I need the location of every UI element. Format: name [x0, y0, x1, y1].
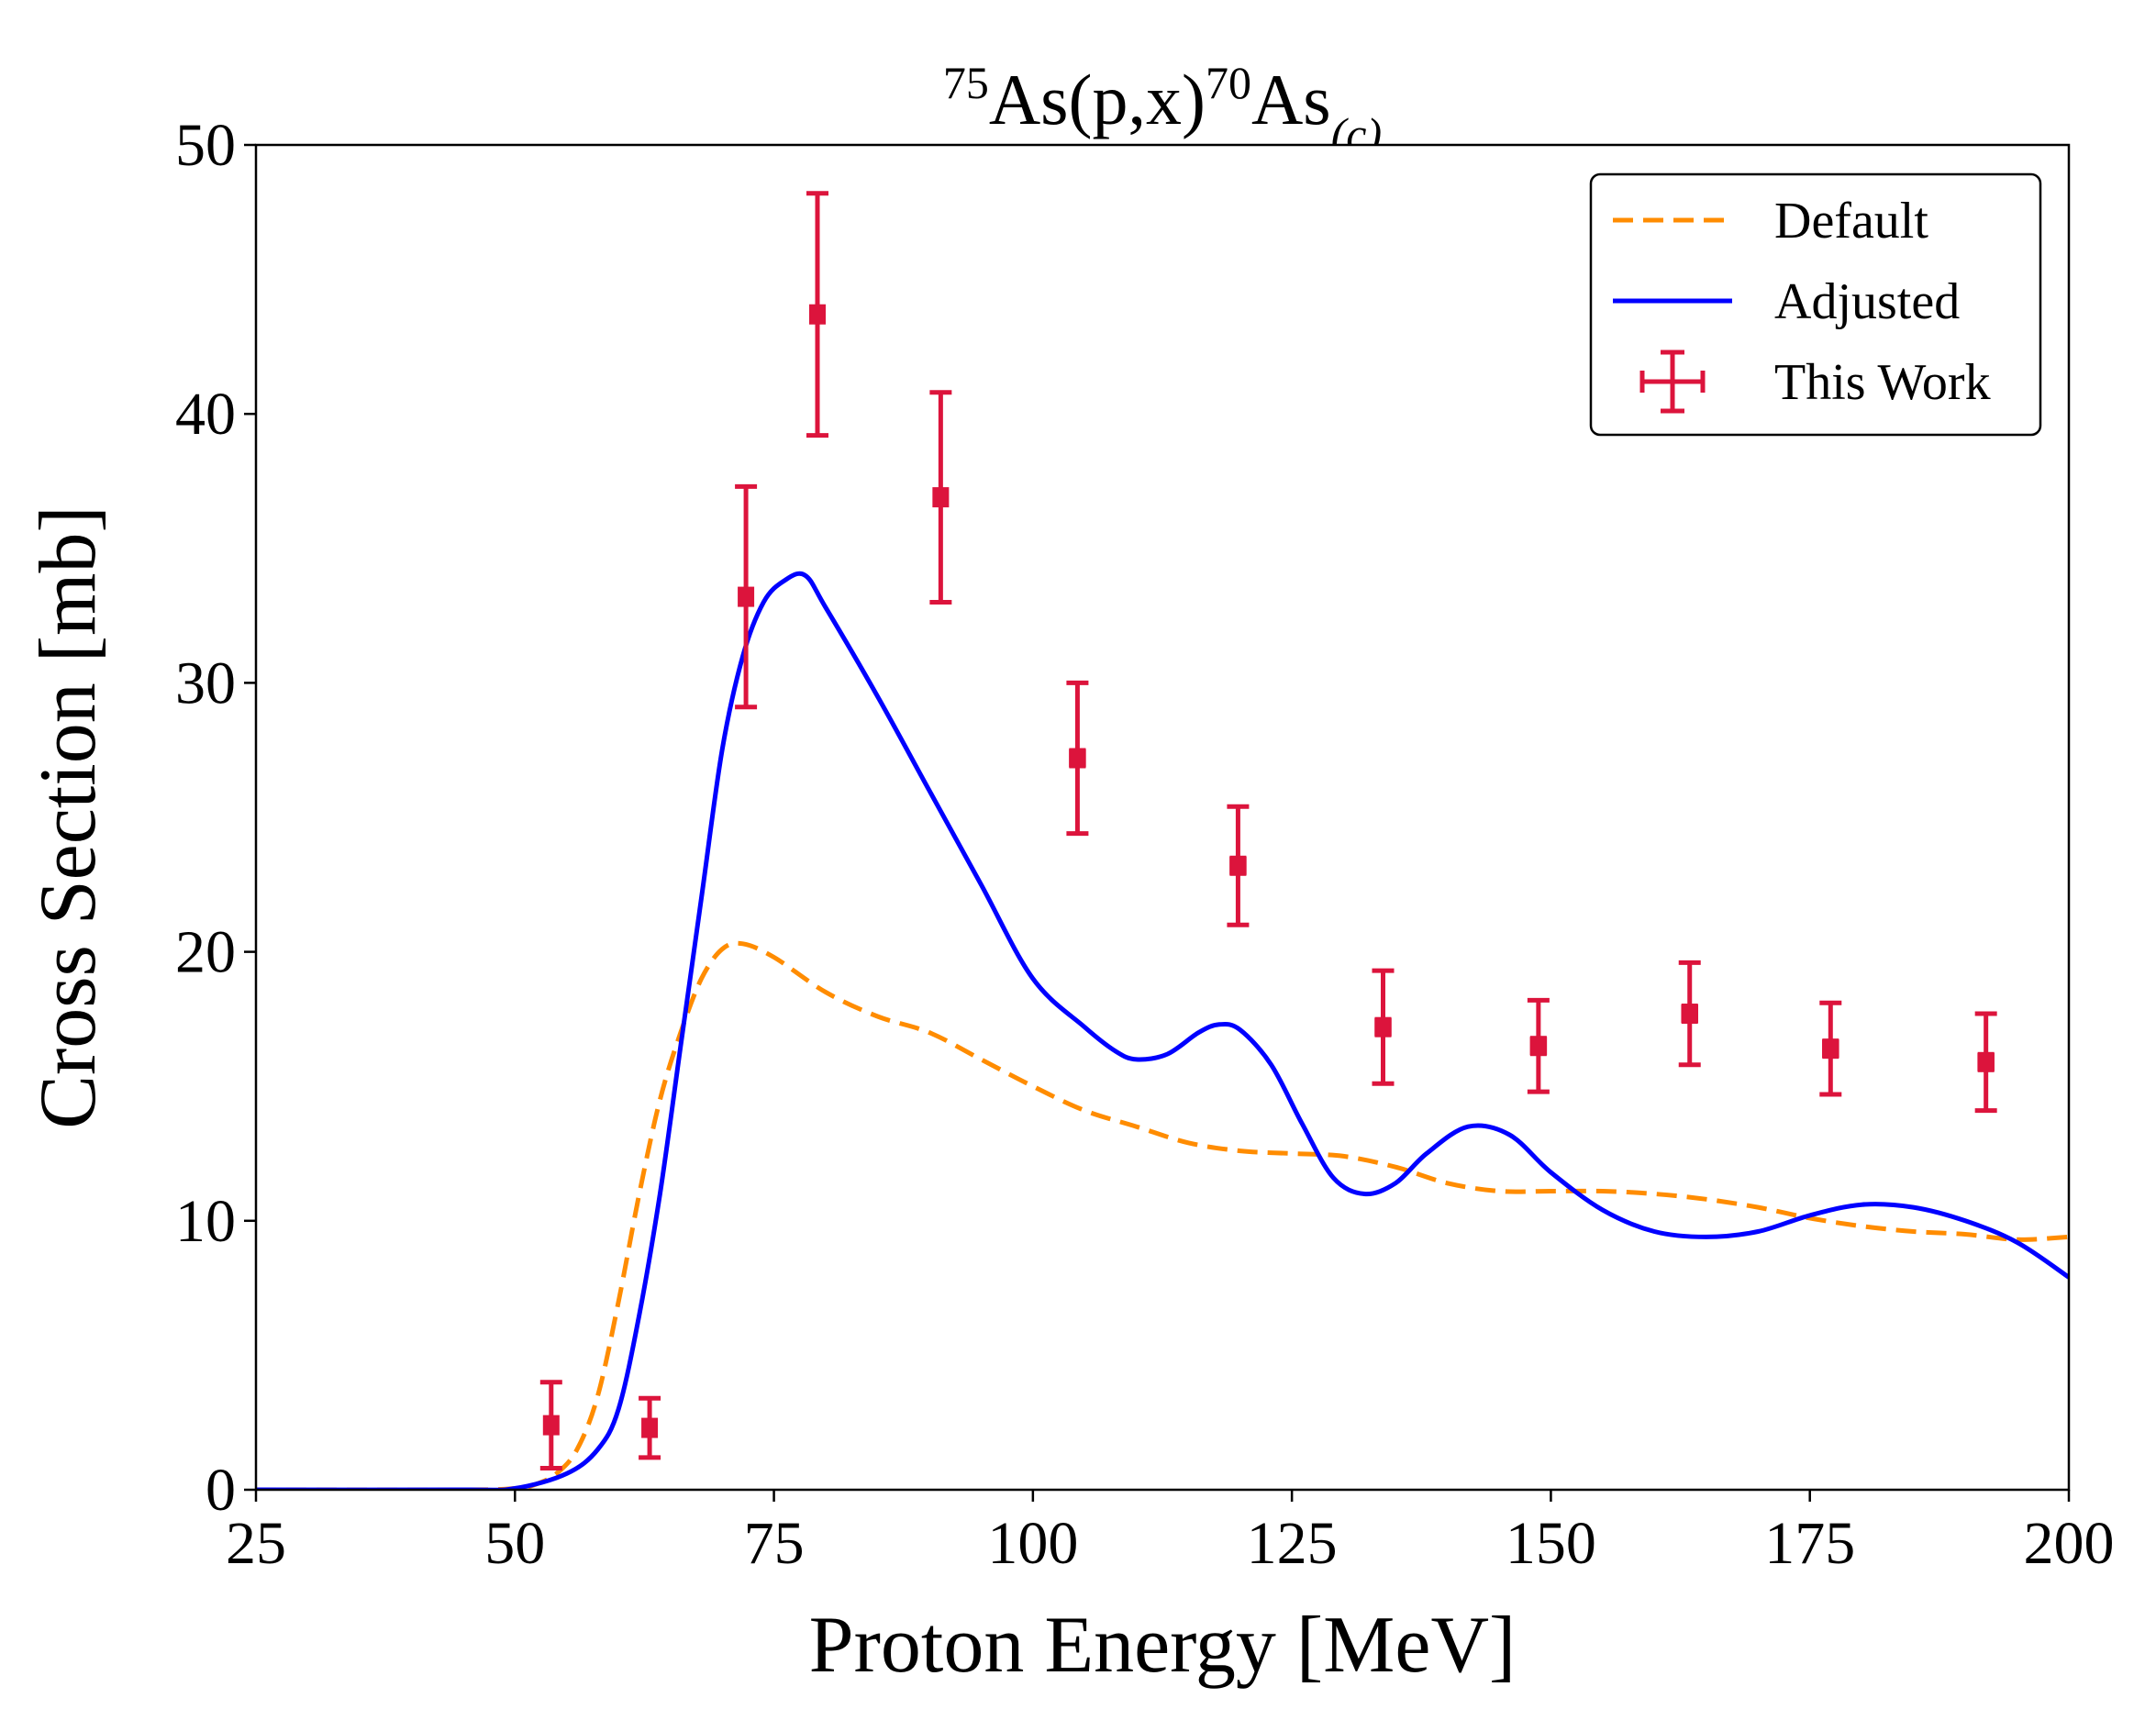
data-point-this-work-3: [735, 483, 758, 710]
data-point-this-work-12: [1974, 1011, 1997, 1114]
x-tick-label: 50: [484, 1510, 545, 1577]
y-tick-label: 20: [175, 919, 236, 986]
data-point-this-work-2: [639, 1395, 661, 1460]
series-layer: [256, 571, 2069, 1490]
data-point-this-work-8: [1372, 968, 1395, 1086]
x-axis: 25 50 75 100 125 150 175 200: [226, 1490, 2115, 1577]
y-tick-label: 30: [175, 649, 236, 716]
y-tick-label: 40: [175, 381, 236, 448]
y-tick-label: 10: [175, 1188, 236, 1255]
legend-swatch-this-work: [1639, 350, 1706, 414]
y-tick-label: 50: [175, 112, 236, 179]
title-main: As(p,x): [989, 60, 1206, 139]
legend-label-adjusted: Adjusted: [1774, 273, 1960, 330]
legend-label-this-work: This Work: [1774, 354, 1991, 411]
series-line-adjusted: [256, 571, 2069, 1490]
x-tick-label: 75: [744, 1510, 805, 1577]
data-point-this-work-4: [806, 191, 828, 438]
x-tick-label: 125: [1247, 1510, 1338, 1577]
data-point-this-work-5: [929, 390, 952, 605]
y-tick-label: 0: [206, 1457, 236, 1524]
legend: Default Adjusted This Work: [1589, 172, 2042, 437]
x-tick-label: 175: [1764, 1510, 1855, 1577]
data-point-this-work-6: [1066, 680, 1089, 837]
data-point-this-work-1: [539, 1380, 562, 1471]
y-axis: 0 10 20 30 40 50: [175, 112, 256, 1524]
data-point-this-work-7: [1227, 804, 1250, 927]
data-point-this-work-10: [1678, 960, 1701, 1068]
x-tick-label: 100: [987, 1510, 1078, 1577]
legend-label-default: Default: [1774, 193, 1928, 250]
x-tick-label: 200: [2024, 1510, 2115, 1577]
title-mid-superscript: 70: [1206, 57, 1251, 108]
title-pre-superscript: 75: [943, 57, 989, 108]
title-tail: As: [1251, 60, 1331, 139]
data-point-this-work-9: [1527, 997, 1550, 1094]
x-tick-label: 150: [1506, 1510, 1596, 1577]
y-axis-label: Cross Section [mb]: [24, 505, 113, 1129]
legend-box: [1589, 172, 2042, 437]
data-point-this-work-11: [1819, 1000, 1842, 1097]
x-tick-label: 25: [226, 1510, 286, 1577]
x-axis-label: Proton Energy [MeV]: [809, 1601, 1517, 1690]
errorbar-layer: [539, 191, 1997, 1471]
plot-frame: [254, 143, 2071, 1492]
